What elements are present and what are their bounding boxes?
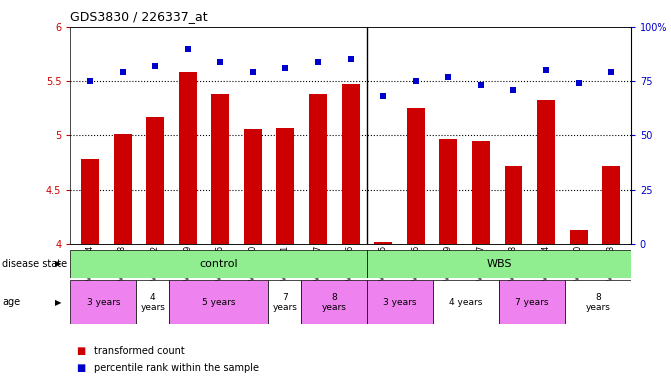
Bar [70,280,136,324]
Point [411,78,421,84]
Text: 7 years: 7 years [515,298,549,307]
Bar [70,250,367,278]
Bar [505,166,523,244]
Bar [565,280,631,324]
Point [313,58,323,65]
Text: 4
years: 4 years [140,293,165,312]
Bar [146,117,164,244]
Text: 3 years: 3 years [383,298,417,307]
Point [378,93,389,99]
Bar [169,280,268,324]
Point [85,78,95,84]
Text: ■: ■ [77,363,89,373]
Point [345,56,356,63]
Bar [367,280,433,324]
Bar [178,73,197,244]
Bar [342,84,360,244]
Bar [603,166,620,244]
Point [183,46,193,52]
Point [508,87,519,93]
Bar [433,280,499,324]
Point [117,70,128,76]
Point [573,80,584,86]
Text: control: control [199,259,238,269]
Point [248,70,258,76]
Text: ■: ■ [77,346,89,356]
Bar [537,99,555,244]
Point [150,63,160,69]
Text: 8
years: 8 years [585,293,610,312]
Bar [374,242,392,244]
Bar [268,280,301,324]
Bar [276,128,295,244]
Text: 5 years: 5 years [202,298,236,307]
Bar [499,280,565,324]
Bar [136,280,169,324]
Point [443,74,454,80]
Text: 4 years: 4 years [450,298,482,307]
Bar [309,94,327,244]
Point [541,67,552,73]
Bar [81,159,99,244]
Text: 7
years: 7 years [272,293,297,312]
Text: 8
years: 8 years [321,293,346,312]
Bar [472,141,490,244]
Text: GDS3830 / 226337_at: GDS3830 / 226337_at [70,10,208,23]
Text: 3 years: 3 years [87,298,120,307]
Text: percentile rank within the sample: percentile rank within the sample [94,363,259,373]
Bar [211,94,229,244]
Text: ▶: ▶ [55,260,62,268]
Point [280,65,291,71]
Bar [301,280,367,324]
Text: disease state: disease state [2,259,67,269]
Bar [367,250,631,278]
Bar [407,108,425,244]
Bar [244,129,262,244]
Bar [570,230,588,244]
Bar [113,134,132,244]
Bar [440,139,457,244]
Text: age: age [2,297,20,308]
Point [476,83,486,89]
Text: WBS: WBS [486,259,512,269]
Point [606,70,617,76]
Text: transformed count: transformed count [94,346,185,356]
Text: ▶: ▶ [55,298,62,307]
Point [215,58,225,65]
